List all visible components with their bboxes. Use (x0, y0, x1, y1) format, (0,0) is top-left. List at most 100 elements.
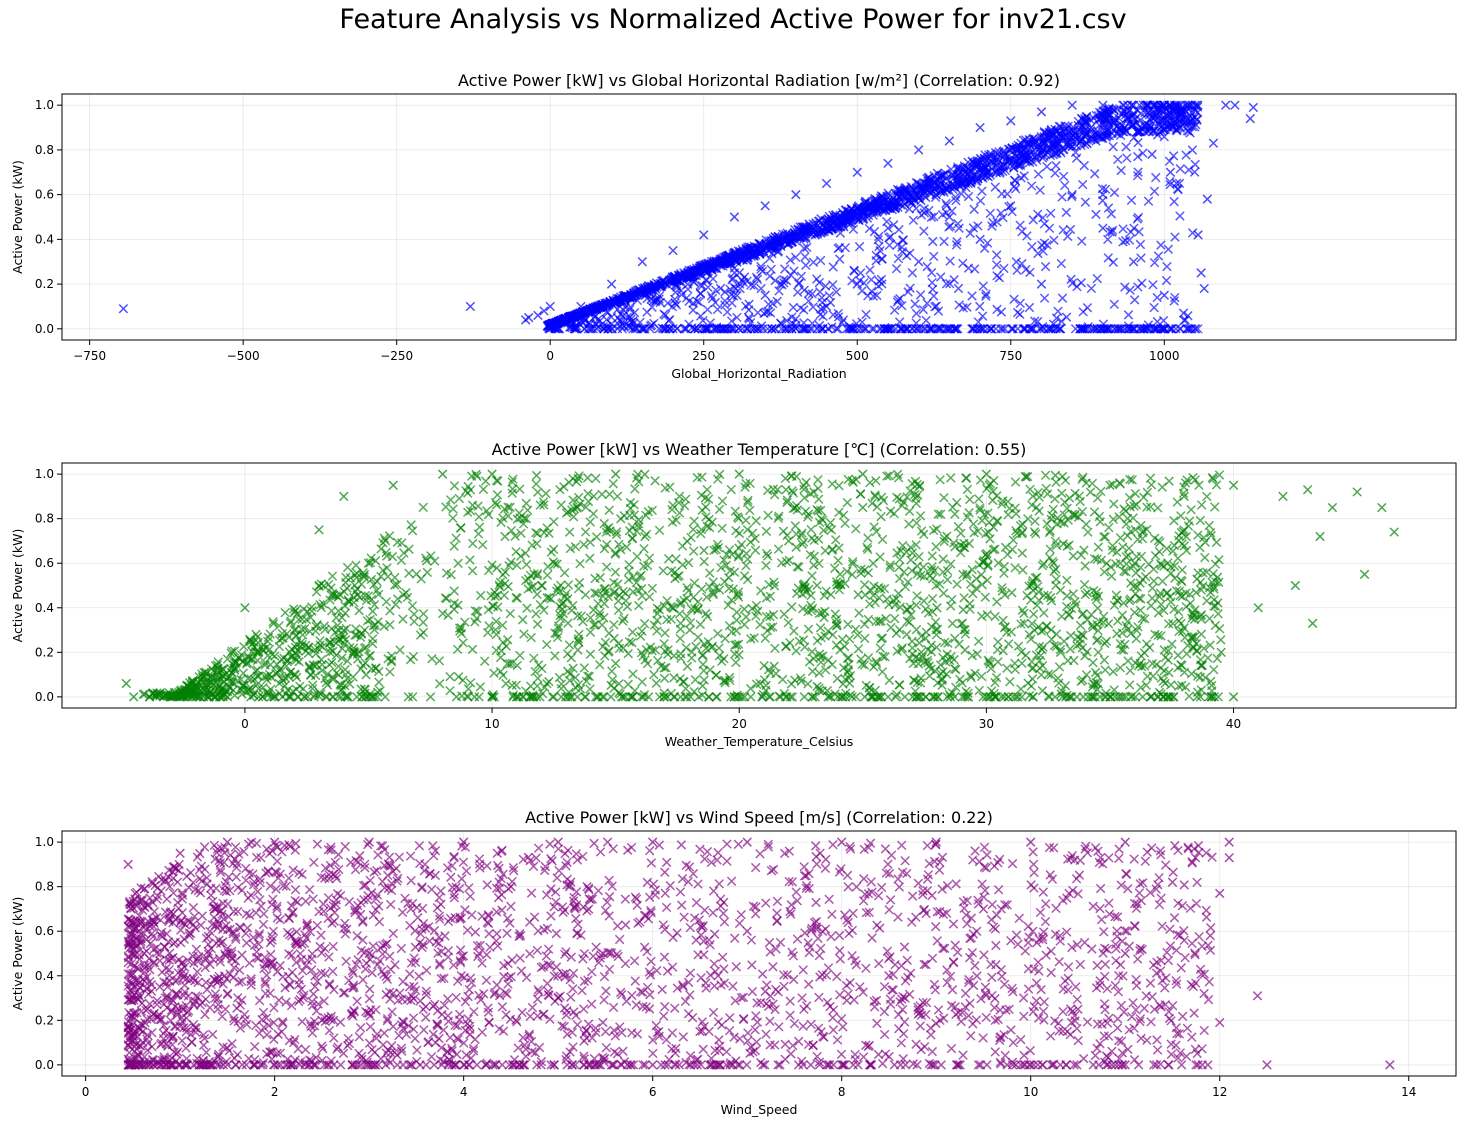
data-point (794, 636, 805, 646)
data-point (523, 312, 534, 323)
data-point (1162, 261, 1172, 272)
data-point (542, 678, 552, 689)
data-point (1198, 533, 1209, 543)
data-point (359, 572, 369, 583)
data-point (885, 560, 895, 570)
data-point (1150, 629, 1160, 640)
data-point (274, 621, 284, 631)
data-point (491, 500, 502, 510)
data-point (1210, 502, 1220, 512)
data-point (1093, 542, 1104, 552)
data-point (859, 565, 870, 575)
x-axis-label: Global_Horizontal_Radiation (671, 366, 846, 381)
data-point (1095, 324, 1106, 334)
data-point (1123, 113, 1133, 124)
data-point (1181, 150, 1191, 160)
data-point (1173, 650, 1183, 660)
data-point (665, 482, 675, 492)
data-point (1094, 511, 1105, 522)
data-point (751, 679, 762, 689)
data-point (955, 181, 965, 191)
data-point (1168, 618, 1178, 629)
data-point (542, 523, 552, 533)
data-point (885, 562, 895, 573)
data-point (1031, 650, 1042, 660)
data-point (1143, 196, 1154, 206)
data-point (1083, 527, 1093, 537)
data-point (975, 324, 985, 334)
data-point (714, 585, 725, 595)
data-point (1057, 488, 1067, 499)
data-point (1181, 531, 1192, 542)
data-point (1093, 128, 1103, 139)
data-point (763, 510, 773, 521)
data-point (918, 304, 929, 315)
data-point (1214, 470, 1225, 480)
data-point (855, 268, 866, 278)
data-point (249, 674, 260, 685)
data-point (940, 637, 950, 648)
data-point (603, 324, 613, 334)
data-point (1079, 545, 1089, 555)
data-point (1149, 576, 1159, 586)
data-point (907, 643, 918, 653)
data-point (895, 293, 905, 304)
data-point (745, 505, 755, 516)
data-point (798, 537, 809, 547)
data-point (669, 692, 679, 702)
data-point (1056, 258, 1067, 269)
data-point (651, 678, 662, 688)
data-point (1098, 324, 1108, 334)
data-point (760, 290, 770, 301)
data-point (811, 218, 821, 228)
data-point (1153, 630, 1163, 641)
data-point (1113, 154, 1123, 165)
data-point (1052, 148, 1062, 159)
data-point (1127, 475, 1137, 485)
data-point (585, 537, 595, 548)
data-point (886, 324, 896, 334)
data-point (853, 589, 863, 600)
data-point (609, 588, 619, 598)
data-point (367, 606, 378, 617)
data-point (491, 475, 502, 486)
data-point (1028, 692, 1038, 702)
data-point (1057, 192, 1067, 202)
data-point (786, 602, 797, 612)
data-point (732, 312, 742, 323)
data-point (1220, 100, 1231, 110)
data-point (862, 542, 872, 553)
data-point (1028, 215, 1038, 225)
data-point (343, 595, 354, 605)
data-point (707, 293, 718, 304)
data-point (706, 291, 717, 301)
data-point (727, 324, 738, 334)
data-point (689, 578, 700, 588)
data-point (1063, 137, 1074, 147)
data-point (628, 316, 638, 326)
data-point (876, 191, 887, 201)
data-point (802, 512, 813, 522)
data-point (1053, 139, 1063, 150)
data-point (742, 324, 753, 334)
data-point (847, 475, 857, 486)
data-point (1136, 253, 1146, 263)
data-point (942, 324, 953, 334)
data-point (803, 296, 814, 306)
data-point (867, 498, 877, 508)
data-point (639, 618, 650, 629)
data-point (868, 590, 879, 601)
data-point (814, 649, 825, 659)
data-point (807, 318, 817, 329)
data-point (785, 255, 796, 265)
data-point (469, 692, 480, 702)
data-point (756, 321, 767, 331)
data-point (574, 309, 584, 320)
data-point (624, 637, 635, 647)
data-point (869, 207, 879, 218)
data-point (789, 626, 799, 636)
data-point (1148, 280, 1158, 290)
data-point (731, 626, 742, 636)
data-point (844, 653, 854, 663)
data-point (1014, 143, 1024, 154)
